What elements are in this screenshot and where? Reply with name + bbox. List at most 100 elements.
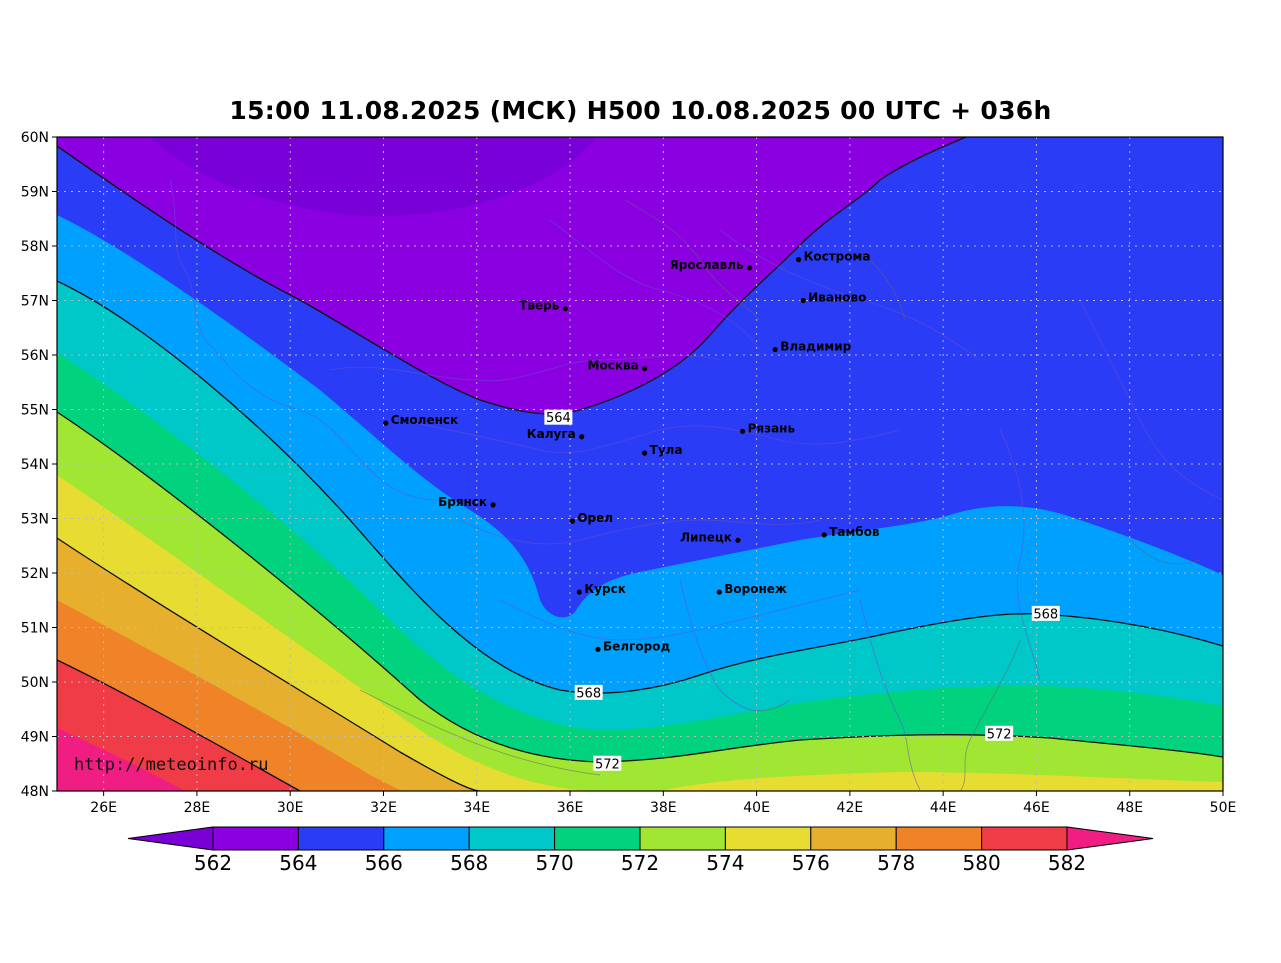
contour-label-text: 568 <box>576 686 601 701</box>
contour-label-bg <box>544 409 573 425</box>
colorbar-label: 582 <box>1048 851 1086 875</box>
contour-564 <box>57 137 967 415</box>
lon-label: 40E <box>743 800 770 816</box>
city-label: Тула <box>650 443 683 457</box>
contour-label-bg <box>593 755 622 771</box>
city-dot <box>735 537 741 543</box>
lon-label: 44E <box>930 800 957 816</box>
contour-576 <box>57 537 481 791</box>
region-borders <box>169 179 1223 791</box>
colorbar-label: 570 <box>536 851 574 875</box>
filled-contours <box>57 137 1223 791</box>
colorbar-label: 566 <box>365 851 403 875</box>
axis-ticks <box>52 136 1224 796</box>
city-dot <box>740 428 746 434</box>
colorbar-box <box>383 826 470 851</box>
lat-label: 51N <box>21 621 49 637</box>
map-title: 15:00 11.08.2025 (МСК) H500 10.08.2025 0… <box>229 96 1052 125</box>
city-Смоленск: Смоленск <box>383 413 458 427</box>
city-Брянск: Брянск <box>438 495 496 509</box>
city-Орел: Орел <box>569 511 613 525</box>
contour-label-text: 572 <box>987 727 1012 742</box>
city-dot <box>579 434 585 440</box>
contour-label-568: 568 <box>1031 605 1060 622</box>
lat-label: 56N <box>21 348 49 364</box>
contour-label-bg <box>985 725 1014 741</box>
city-Курск: Курск <box>576 582 626 596</box>
lon-label: 30E <box>277 800 304 816</box>
city-Рязань: Рязань <box>740 421 795 435</box>
colorbar-label: 564 <box>279 851 317 875</box>
city-label: Калуга <box>527 427 576 441</box>
contour-label-bg <box>574 684 603 700</box>
city-label: Рязань <box>748 421 796 435</box>
city-Тула: Тула <box>642 443 683 457</box>
city-Белгород: Белгород <box>595 639 670 653</box>
colorbar-box <box>981 826 1068 851</box>
colorbar-box <box>297 826 385 851</box>
city-Москва: Москва <box>588 359 648 373</box>
lat-label: 49N <box>21 730 49 746</box>
lat-label: 54N <box>21 457 49 473</box>
city-label: Липецк <box>680 530 732 544</box>
city-Воронеж: Воронеж <box>716 582 787 596</box>
contour-572 <box>57 411 1223 763</box>
city-dot <box>383 420 389 426</box>
contour-label-text: 568 <box>1033 607 1058 622</box>
longitude-labels: 26E 28E 30E 32E 34E 36E 38E 40E 42E 44E 46E 48E 50E <box>90 800 1236 816</box>
city-Кострома: Кострома <box>795 250 871 264</box>
city-dot <box>800 297 806 304</box>
colorbar-box <box>810 826 897 851</box>
colorbar-box <box>724 826 812 851</box>
city-Калуга: Калуга <box>527 427 585 441</box>
lat-label: 50N <box>21 675 49 691</box>
colorbar-box <box>212 826 299 851</box>
lon-label: 26E <box>90 800 117 816</box>
colorbar-box <box>639 826 726 851</box>
lon-label: 46E <box>1023 800 1050 816</box>
colorbar-label: 578 <box>877 851 915 875</box>
colorbar: 562 564 566 568 570 572 574 576 578 580 582 <box>127 826 1154 875</box>
city-label: Курск <box>584 582 625 596</box>
city-label: Ярославль <box>670 258 744 272</box>
grid-lines <box>57 137 1223 791</box>
city-label: Смоленск <box>391 413 458 427</box>
city-label: Кострома <box>804 250 871 264</box>
city-markers: Кострома Ярославль Иваново Тверь Владимир Мос… <box>383 250 880 653</box>
city-Тамбов: Тамбов <box>821 525 880 539</box>
city-dot <box>562 306 568 312</box>
city-dot <box>595 646 601 652</box>
city-dot <box>772 346 778 353</box>
city-dot <box>795 257 802 263</box>
city-dot <box>576 589 582 595</box>
city-Липецк: Липецк <box>680 530 741 544</box>
lon-label: 34E <box>463 800 490 816</box>
contour-label-text: 572 <box>595 757 620 772</box>
city-Ярославль: Ярославль <box>670 258 753 272</box>
contour-label-572: 572 <box>985 725 1014 742</box>
lon-label: 38E <box>650 800 677 816</box>
lat-label: 53N <box>21 512 49 528</box>
contour-label-text: 564 <box>546 411 571 426</box>
city-dot <box>716 589 722 595</box>
lat-label: 48N <box>21 784 49 800</box>
city-label: Владимир <box>780 340 851 354</box>
colorbar-high-arrow <box>1066 826 1154 851</box>
contour-label-bg <box>1031 605 1060 621</box>
lat-label: 60N <box>21 130 49 146</box>
lat-label: 52N <box>21 566 49 582</box>
contour-labels: 564 568 568 572 572 <box>544 409 1060 772</box>
city-dot <box>747 265 753 271</box>
city-Тверь: Тверь <box>519 299 568 313</box>
lat-label: 57N <box>21 294 49 310</box>
lon-label: 36E <box>557 800 584 816</box>
contour-label-572: 572 <box>593 755 622 772</box>
city-dot <box>490 502 496 508</box>
band-below-562 <box>150 137 596 216</box>
band-562 <box>57 137 966 414</box>
city-label: Белгород <box>603 639 670 653</box>
city-dot <box>642 450 648 456</box>
city-label: Москва <box>588 359 639 373</box>
contour-label-564: 564 <box>544 409 573 426</box>
